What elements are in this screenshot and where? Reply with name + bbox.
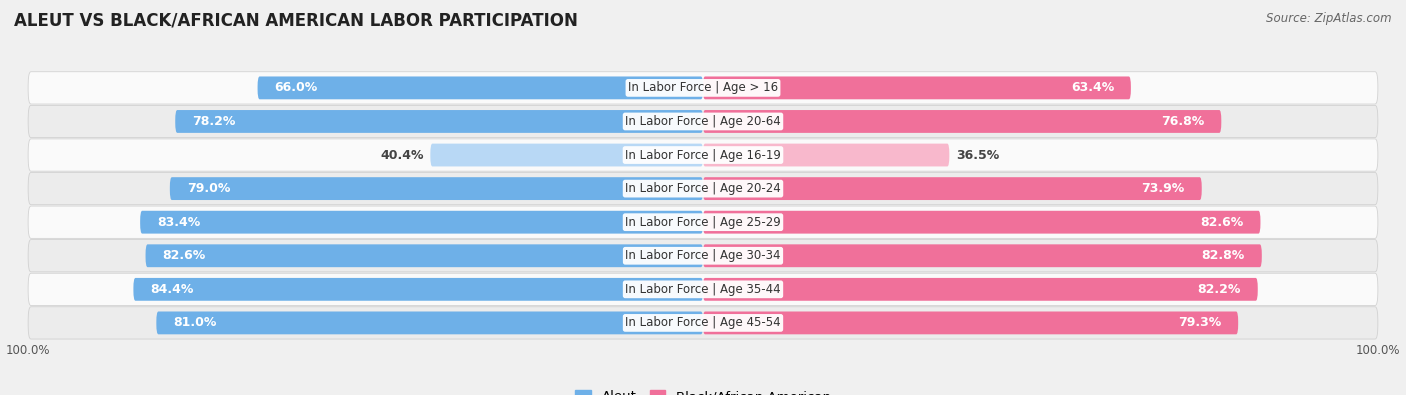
Text: 63.4%: 63.4%	[1071, 81, 1114, 94]
FancyBboxPatch shape	[28, 72, 1378, 104]
FancyBboxPatch shape	[703, 144, 949, 166]
FancyBboxPatch shape	[146, 245, 703, 267]
Text: 79.0%: 79.0%	[187, 182, 231, 195]
Text: In Labor Force | Age > 16: In Labor Force | Age > 16	[628, 81, 778, 94]
FancyBboxPatch shape	[28, 105, 1378, 137]
FancyBboxPatch shape	[134, 278, 703, 301]
FancyBboxPatch shape	[703, 312, 1239, 334]
Text: In Labor Force | Age 35-44: In Labor Force | Age 35-44	[626, 283, 780, 296]
Text: 36.5%: 36.5%	[956, 149, 1000, 162]
Text: In Labor Force | Age 20-24: In Labor Force | Age 20-24	[626, 182, 780, 195]
FancyBboxPatch shape	[430, 144, 703, 166]
Text: In Labor Force | Age 16-19: In Labor Force | Age 16-19	[626, 149, 780, 162]
Text: In Labor Force | Age 25-29: In Labor Force | Age 25-29	[626, 216, 780, 229]
FancyBboxPatch shape	[28, 206, 1378, 238]
FancyBboxPatch shape	[28, 173, 1378, 205]
FancyBboxPatch shape	[28, 273, 1378, 305]
FancyBboxPatch shape	[156, 312, 703, 334]
Text: 82.2%: 82.2%	[1198, 283, 1241, 296]
FancyBboxPatch shape	[703, 211, 1260, 233]
FancyBboxPatch shape	[28, 240, 1378, 272]
Text: 81.0%: 81.0%	[173, 316, 217, 329]
FancyBboxPatch shape	[170, 177, 703, 200]
Text: 84.4%: 84.4%	[150, 283, 194, 296]
Text: 82.8%: 82.8%	[1202, 249, 1244, 262]
FancyBboxPatch shape	[703, 177, 1202, 200]
FancyBboxPatch shape	[28, 139, 1378, 171]
FancyBboxPatch shape	[141, 211, 703, 233]
FancyBboxPatch shape	[703, 110, 1222, 133]
Text: Source: ZipAtlas.com: Source: ZipAtlas.com	[1267, 12, 1392, 25]
Text: 76.8%: 76.8%	[1161, 115, 1205, 128]
FancyBboxPatch shape	[176, 110, 703, 133]
Text: In Labor Force | Age 45-54: In Labor Force | Age 45-54	[626, 316, 780, 329]
FancyBboxPatch shape	[703, 245, 1261, 267]
FancyBboxPatch shape	[257, 77, 703, 99]
FancyBboxPatch shape	[28, 307, 1378, 339]
Text: 82.6%: 82.6%	[1201, 216, 1243, 229]
Text: In Labor Force | Age 30-34: In Labor Force | Age 30-34	[626, 249, 780, 262]
Legend: Aleut, Black/African American: Aleut, Black/African American	[569, 385, 837, 395]
Text: In Labor Force | Age 20-64: In Labor Force | Age 20-64	[626, 115, 780, 128]
Text: ALEUT VS BLACK/AFRICAN AMERICAN LABOR PARTICIPATION: ALEUT VS BLACK/AFRICAN AMERICAN LABOR PA…	[14, 12, 578, 30]
Text: 82.6%: 82.6%	[163, 249, 205, 262]
Text: 78.2%: 78.2%	[193, 115, 235, 128]
Text: 79.3%: 79.3%	[1178, 316, 1222, 329]
Text: 40.4%: 40.4%	[380, 149, 423, 162]
Text: 73.9%: 73.9%	[1142, 182, 1185, 195]
Text: 83.4%: 83.4%	[157, 216, 200, 229]
FancyBboxPatch shape	[703, 278, 1258, 301]
FancyBboxPatch shape	[703, 77, 1130, 99]
Text: 66.0%: 66.0%	[274, 81, 318, 94]
